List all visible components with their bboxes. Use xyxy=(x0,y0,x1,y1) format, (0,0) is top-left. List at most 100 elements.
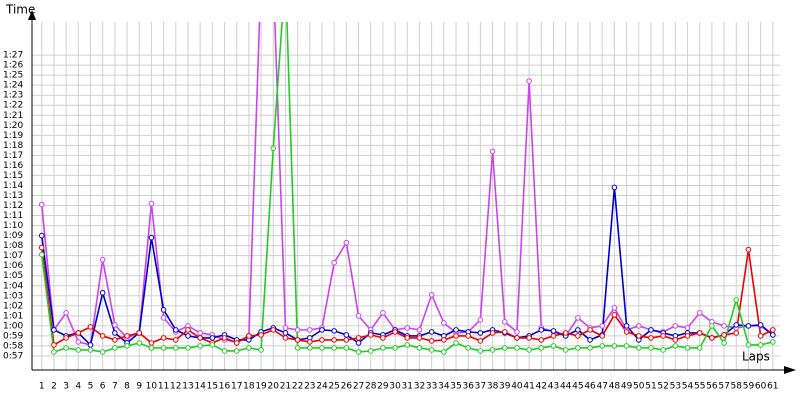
data-point xyxy=(331,259,337,266)
x-tick-label: 31 xyxy=(402,382,413,392)
x-tick-label: 5 xyxy=(88,382,94,392)
data-point xyxy=(428,291,435,298)
data-point xyxy=(355,349,362,355)
data-point xyxy=(294,337,301,343)
data-point xyxy=(124,333,130,339)
x-tick-label: 32 xyxy=(414,382,425,392)
data-point xyxy=(160,345,167,351)
data-point xyxy=(172,345,179,351)
data-point xyxy=(757,322,764,328)
data-point xyxy=(63,345,69,351)
y-tick-label: 1:24 xyxy=(3,81,23,91)
data-point xyxy=(185,345,191,351)
data-point xyxy=(648,335,654,341)
data-point xyxy=(38,244,45,251)
y-tick-label: 1:11 xyxy=(3,211,23,221)
data-point xyxy=(501,319,508,325)
data-point xyxy=(319,327,325,333)
y-tick-label: 1:23 xyxy=(3,91,23,101)
data-point xyxy=(575,315,581,321)
data-point xyxy=(441,349,447,355)
data-point xyxy=(599,323,606,329)
x-tick-label: 12 xyxy=(170,382,181,392)
data-point xyxy=(526,347,532,353)
y-tick-label: 1:25 xyxy=(3,71,23,81)
data-point xyxy=(709,335,715,341)
plot-area xyxy=(38,22,776,355)
data-point xyxy=(672,337,679,343)
data-point xyxy=(526,78,532,84)
x-tick-label: 38 xyxy=(487,382,499,392)
data-point xyxy=(648,345,654,351)
y-tick-label: 1:09 xyxy=(3,231,23,241)
data-point xyxy=(599,343,606,349)
x-tick-label: 24 xyxy=(316,382,328,392)
data-point xyxy=(367,348,374,354)
data-point xyxy=(538,327,545,333)
x-tick-label: 23 xyxy=(304,382,315,392)
data-point xyxy=(745,246,752,253)
x-tick-label: 60 xyxy=(755,382,767,392)
data-point xyxy=(75,347,82,353)
data-point xyxy=(233,340,240,346)
data-point xyxy=(757,342,764,348)
data-point xyxy=(684,345,691,351)
x-tick-label: 36 xyxy=(462,382,474,392)
data-point xyxy=(294,345,301,351)
data-point xyxy=(294,327,301,333)
x-tick-label: 45 xyxy=(572,382,583,392)
data-point xyxy=(392,329,398,335)
data-point xyxy=(587,337,593,343)
x-tick-label: 2 xyxy=(51,382,57,392)
data-point xyxy=(660,347,666,353)
data-point xyxy=(282,325,289,331)
data-point xyxy=(514,345,520,351)
x-tick-label: 37 xyxy=(475,382,486,392)
data-point xyxy=(197,335,203,341)
x-tick-label: 61 xyxy=(767,382,778,392)
data-point xyxy=(611,184,618,191)
y-tick-label: 1:06 xyxy=(3,261,23,271)
data-point xyxy=(112,345,118,351)
data-point xyxy=(453,327,459,333)
data-point xyxy=(501,345,508,351)
data-point xyxy=(477,330,484,336)
data-point xyxy=(416,327,423,333)
data-point xyxy=(87,347,94,353)
data-point xyxy=(489,347,496,353)
data-point xyxy=(221,335,228,341)
x-tick-label: 40 xyxy=(511,382,523,392)
y-tick-label: 1:21 xyxy=(3,111,23,121)
x-tick-label: 22 xyxy=(292,382,303,392)
data-point xyxy=(550,343,557,349)
y-tick-label: 1:16 xyxy=(3,161,23,171)
data-point xyxy=(550,328,557,334)
x-tick-label: 53 xyxy=(670,382,681,392)
data-point xyxy=(562,347,569,353)
data-point xyxy=(343,337,350,343)
data-point xyxy=(648,327,654,333)
x-tick-label: 13 xyxy=(182,382,193,392)
data-point xyxy=(197,343,203,349)
data-point xyxy=(489,330,496,336)
data-point xyxy=(635,345,642,351)
y-tick-label: 1:10 xyxy=(3,221,23,231)
data-point xyxy=(112,337,118,343)
data-point xyxy=(550,333,557,339)
data-point xyxy=(197,330,203,336)
data-point xyxy=(428,338,435,344)
data-point xyxy=(623,329,630,335)
y-tick-label: 1:03 xyxy=(3,291,23,301)
x-tick-label: 49 xyxy=(621,382,633,392)
y-tick-label: 1:05 xyxy=(3,271,23,281)
data-point xyxy=(331,328,337,334)
data-point xyxy=(514,329,520,335)
data-point xyxy=(733,330,740,336)
data-point xyxy=(562,330,569,336)
x-tick-label: 11 xyxy=(158,382,169,392)
data-point xyxy=(233,348,240,354)
x-tick-label: 17 xyxy=(231,382,242,392)
x-tick-label: 20 xyxy=(268,382,280,392)
data-point xyxy=(355,313,362,319)
x-tick-label: 41 xyxy=(523,382,534,392)
